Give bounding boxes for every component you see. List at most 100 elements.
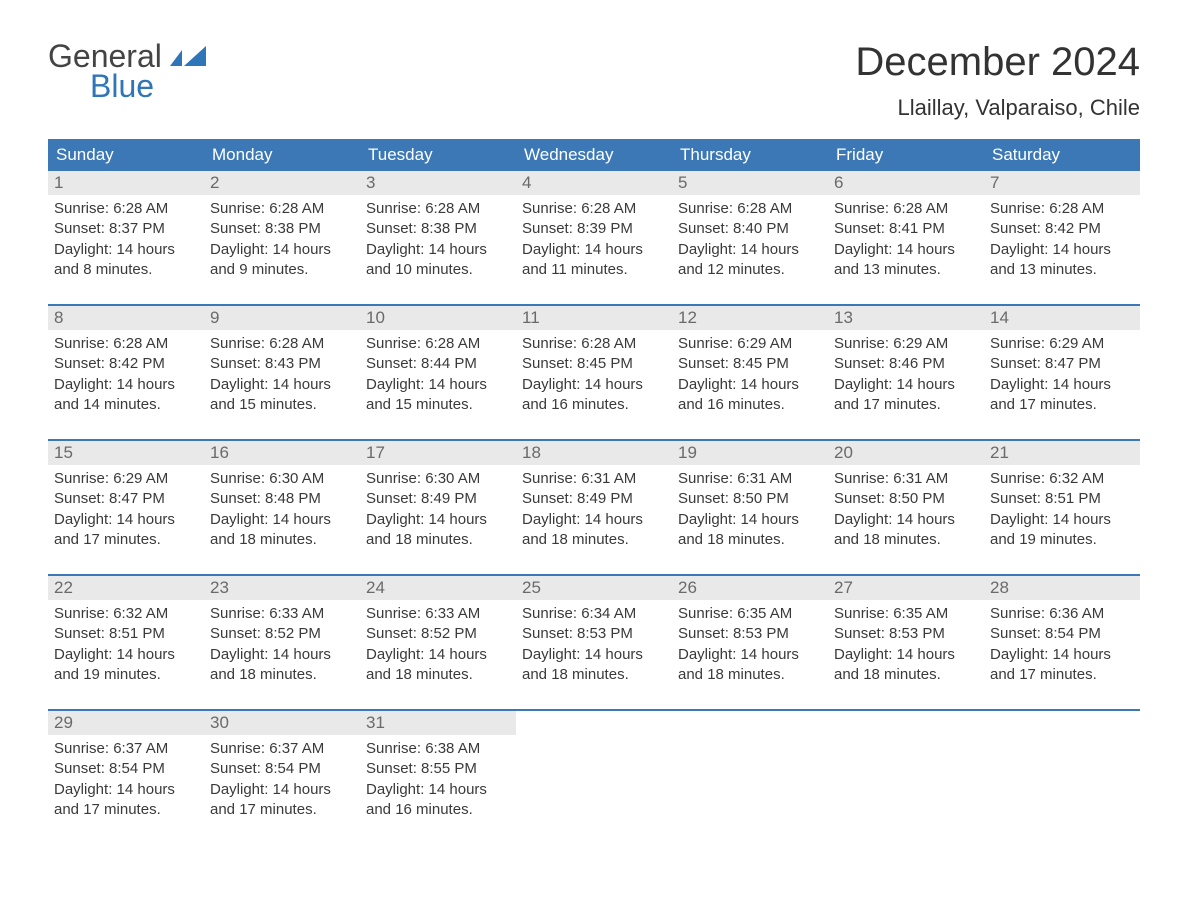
day-number: 3 <box>366 173 375 192</box>
day-body: Sunrise: 6:28 AMSunset: 8:40 PMDaylight:… <box>672 195 828 280</box>
calendar-day-cell: 18 Sunrise: 6:31 AMSunset: 8:49 PMDayligh… <box>516 441 672 560</box>
sunrise-line: Sunrise: 6:31 AM <box>678 469 822 489</box>
calendar-day-cell: 24Sunrise: 6:33 AMSunset: 8:52 PMDayligh… <box>360 576 516 695</box>
sunset-line: Sunset: 8:53 PM <box>522 624 666 644</box>
day-body: Sunrise: 6:28 AMSunset: 8:41 PMDaylight:… <box>828 195 984 280</box>
sunset-line: Sunset: 8:50 PM <box>834 489 978 509</box>
day-number: 6 <box>834 173 843 192</box>
sunset-line: Sunset: 8:47 PM <box>990 354 1134 374</box>
day-body: Sunrise: 6:34 AMSunset: 8:53 PMDaylight:… <box>516 600 672 685</box>
day-number: 25 <box>522 578 541 597</box>
sunset-line: Sunset: 8:45 PM <box>522 354 666 374</box>
daylight-line: Daylight: 14 hours and 8 minutes. <box>54 240 198 281</box>
day-number: 23 <box>210 578 229 597</box>
calendar-day-cell: 5 Sunrise: 6:28 AMSunset: 8:40 PMDaylight… <box>672 171 828 290</box>
daylight-line: Daylight: 14 hours and 18 minutes. <box>834 645 978 686</box>
sunset-line: Sunset: 8:42 PM <box>54 354 198 374</box>
sunset-line: Sunset: 8:38 PM <box>210 219 354 239</box>
daylight-line: Daylight: 14 hours and 18 minutes. <box>210 510 354 551</box>
day-number: 21 <box>990 443 1009 462</box>
day-number: 5 <box>678 173 687 192</box>
sunset-line: Sunset: 8:46 PM <box>834 354 978 374</box>
sunrise-line: Sunrise: 6:33 AM <box>210 604 354 624</box>
calendar-day-cell: 7Sunrise: 6:28 AMSunset: 8:42 PMDaylight… <box>984 171 1140 290</box>
sunrise-line: Sunrise: 6:29 AM <box>678 334 822 354</box>
day-number: 1 <box>54 173 63 192</box>
day-body: Sunrise: 6:28 AMSunset: 8:38 PMDaylight:… <box>204 195 360 280</box>
calendar-day-cell: 25 Sunrise: 6:34 AMSunset: 8:53 PMDayligh… <box>516 576 672 695</box>
calendar-day-cell: 23Sunrise: 6:33 AMSunset: 8:52 PMDayligh… <box>204 576 360 695</box>
day-body: Sunrise: 6:28 AMSunset: 8:43 PMDaylight:… <box>204 330 360 415</box>
calendar-day-cell: 20Sunrise: 6:31 AMSunset: 8:50 PMDayligh… <box>828 441 984 560</box>
sunrise-line: Sunrise: 6:28 AM <box>366 334 510 354</box>
sunset-line: Sunset: 8:50 PM <box>678 489 822 509</box>
day-body: Sunrise: 6:36 AMSunset: 8:54 PMDaylight:… <box>984 600 1140 685</box>
day-body: Sunrise: 6:28 AMSunset: 8:39 PMDaylight:… <box>516 195 672 280</box>
day-body: Sunrise: 6:29 AMSunset: 8:47 PMDaylight:… <box>984 330 1140 415</box>
day-number: 11 <box>522 308 540 327</box>
daylight-line: Daylight: 14 hours and 17 minutes. <box>210 780 354 821</box>
sunrise-line: Sunrise: 6:31 AM <box>834 469 978 489</box>
daylight-line: Daylight: 14 hours and 17 minutes. <box>990 375 1134 416</box>
calendar-day-cell: 12Sunrise: 6:29 AMSunset: 8:45 PMDayligh… <box>672 306 828 425</box>
calendar-day-cell: 3Sunrise: 6:28 AMSunset: 8:38 PMDaylight… <box>360 171 516 290</box>
calendar-day-cell <box>828 711 984 830</box>
calendar-header-cell: Tuesday <box>360 139 516 171</box>
day-number: 9 <box>210 308 219 327</box>
day-body: Sunrise: 6:32 AMSunset: 8:51 PMDaylight:… <box>48 600 204 685</box>
daylight-line: Daylight: 14 hours and 9 minutes. <box>210 240 354 281</box>
calendar-day-cell: 2 Sunrise: 6:28 AMSunset: 8:38 PMDaylight… <box>204 171 360 290</box>
day-number: 13 <box>834 308 853 327</box>
day-number: 2 <box>210 173 219 192</box>
day-body: Sunrise: 6:32 AMSunset: 8:51 PMDaylight:… <box>984 465 1140 550</box>
calendar-day-cell: 17Sunrise: 6:30 AMSunset: 8:49 PMDayligh… <box>360 441 516 560</box>
day-number: 27 <box>834 578 853 597</box>
day-body: Sunrise: 6:31 AMSunset: 8:50 PMDaylight:… <box>828 465 984 550</box>
sunset-line: Sunset: 8:49 PM <box>522 489 666 509</box>
calendar-day-cell: 19Sunrise: 6:31 AMSunset: 8:50 PMDayligh… <box>672 441 828 560</box>
logo: General Blue <box>48 40 210 103</box>
day-number: 18 <box>522 443 541 462</box>
sunset-line: Sunset: 8:47 PM <box>54 489 198 509</box>
sunrise-line: Sunrise: 6:29 AM <box>834 334 978 354</box>
daylight-line: Daylight: 14 hours and 13 minutes. <box>990 240 1134 281</box>
calendar-day-cell: 27 Sunrise: 6:35 AMSunset: 8:53 PMDayligh… <box>828 576 984 695</box>
daylight-line: Daylight: 14 hours and 18 minutes. <box>678 645 822 686</box>
calendar-week-row: 29Sunrise: 6:37 AMSunset: 8:54 PMDayligh… <box>48 709 1140 830</box>
daylight-line: Daylight: 14 hours and 16 minutes. <box>522 375 666 416</box>
calendar-week-row: 8Sunrise: 6:28 AMSunset: 8:42 PMDaylight… <box>48 304 1140 425</box>
sunrise-line: Sunrise: 6:29 AM <box>54 469 198 489</box>
sunset-line: Sunset: 8:43 PM <box>210 354 354 374</box>
calendar: SundayMondayTuesdayWednesdayThursdayFrid… <box>48 139 1140 830</box>
calendar-day-cell: 21 Sunrise: 6:32 AMSunset: 8:51 PMDayligh… <box>984 441 1140 560</box>
day-body: Sunrise: 6:31 AMSunset: 8:50 PMDaylight:… <box>672 465 828 550</box>
daylight-line: Daylight: 14 hours and 18 minutes. <box>522 510 666 551</box>
calendar-day-cell: 26Sunrise: 6:35 AMSunset: 8:53 PMDayligh… <box>672 576 828 695</box>
calendar-day-cell <box>672 711 828 830</box>
sunset-line: Sunset: 8:38 PM <box>366 219 510 239</box>
calendar-header-cell: Wednesday <box>516 139 672 171</box>
day-body: Sunrise: 6:30 AMSunset: 8:48 PMDaylight:… <box>204 465 360 550</box>
calendar-header-row: SundayMondayTuesdayWednesdayThursdayFrid… <box>48 139 1140 171</box>
sunrise-line: Sunrise: 6:28 AM <box>990 199 1134 219</box>
calendar-header-cell: Saturday <box>984 139 1140 171</box>
daylight-line: Daylight: 14 hours and 18 minutes. <box>366 645 510 686</box>
calendar-day-cell: 13Sunrise: 6:29 AMSunset: 8:46 PMDayligh… <box>828 306 984 425</box>
day-number: 15 <box>54 443 73 462</box>
day-number: 12 <box>678 308 697 327</box>
sunset-line: Sunset: 8:39 PM <box>522 219 666 239</box>
daylight-line: Daylight: 14 hours and 14 minutes. <box>54 375 198 416</box>
calendar-day-cell: 30Sunrise: 6:37 AMSunset: 8:54 PMDayligh… <box>204 711 360 830</box>
sunrise-line: Sunrise: 6:28 AM <box>678 199 822 219</box>
day-body: Sunrise: 6:28 AMSunset: 8:42 PMDaylight:… <box>984 195 1140 280</box>
daylight-line: Daylight: 14 hours and 18 minutes. <box>210 645 354 686</box>
sunrise-line: Sunrise: 6:28 AM <box>54 334 198 354</box>
day-body: Sunrise: 6:35 AMSunset: 8:53 PMDaylight:… <box>828 600 984 685</box>
sunrise-line: Sunrise: 6:28 AM <box>54 199 198 219</box>
day-body: Sunrise: 6:31 AMSunset: 8:49 PMDaylight:… <box>516 465 672 550</box>
sunset-line: Sunset: 8:40 PM <box>678 219 822 239</box>
day-number: 16 <box>210 443 229 462</box>
calendar-day-cell <box>516 711 672 830</box>
sunrise-line: Sunrise: 6:37 AM <box>210 739 354 759</box>
sunrise-line: Sunrise: 6:30 AM <box>366 469 510 489</box>
